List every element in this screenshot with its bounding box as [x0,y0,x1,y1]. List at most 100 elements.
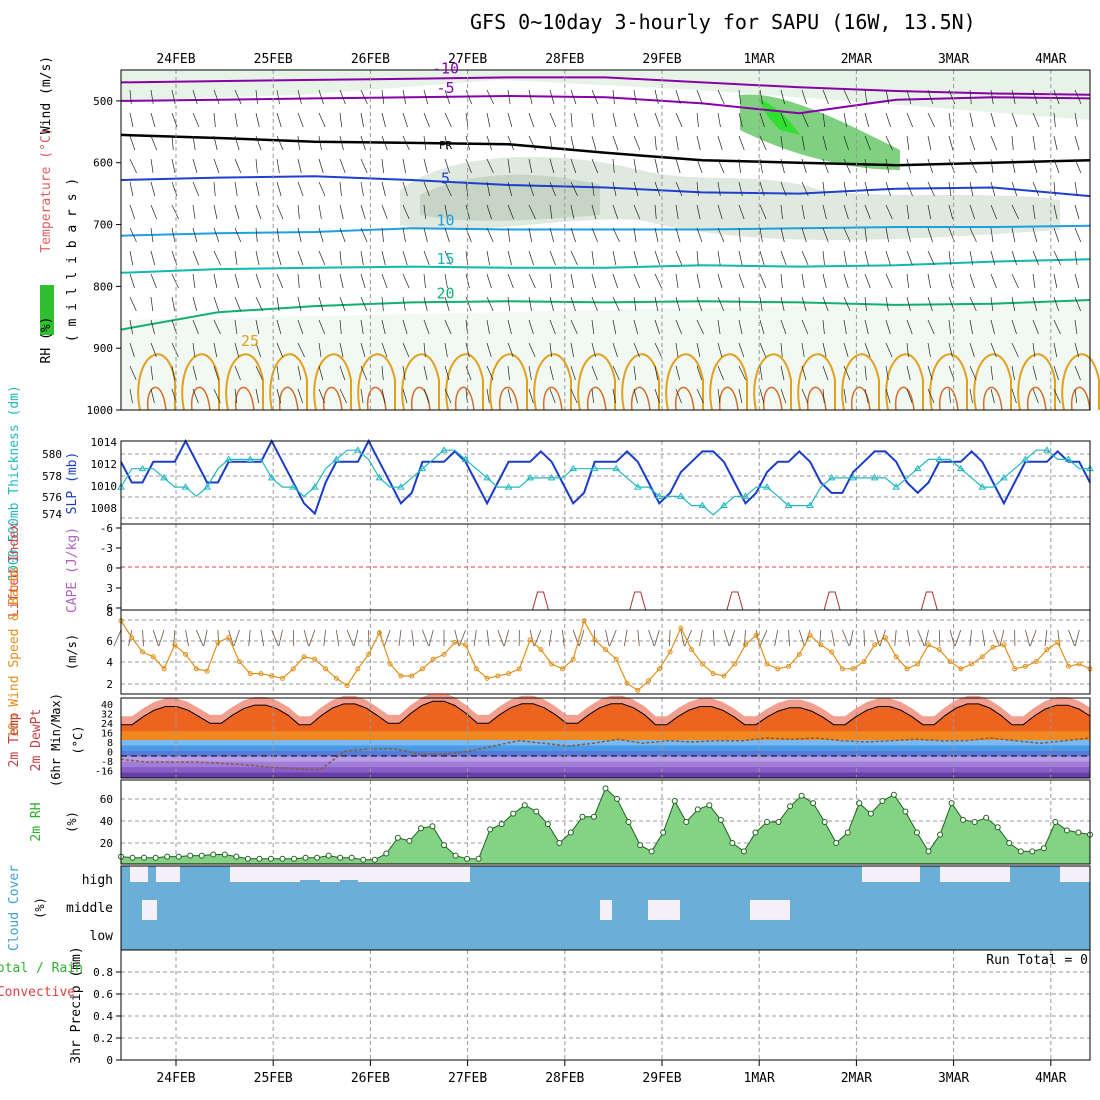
wind10m-point [947,659,953,665]
wind-barb [654,319,661,335]
wind-barb [360,135,366,151]
wind-barb [360,89,368,105]
isotherm-line [120,258,1091,274]
wind10m-point [1055,639,1061,645]
date-label-bottom: 29FEB [642,1071,681,1086]
isotherm-warm-loop [753,353,792,411]
wind-barb [192,365,197,381]
wind-barb [633,227,637,243]
wind-barb [1011,158,1016,174]
wind-barb [948,365,955,381]
thickness-line [120,449,1090,516]
ylabel-rh: RH (%) [39,317,54,364]
wind10m-line [120,619,1091,692]
wind-barb [1032,204,1036,220]
wind-barb [339,227,346,243]
wind10m-barb [969,629,972,647]
wind10m-point [559,666,565,672]
wind-barb [1011,204,1019,220]
ytick-label-wind: 8 [106,606,113,619]
wind-barb [465,181,469,197]
rh2m-point [544,821,551,828]
wind-barb [717,388,721,404]
wind10m-barb [335,629,340,647]
wind-barb [528,296,532,312]
isotherm-warm-loop [665,353,704,411]
wind10m-barb [271,629,279,647]
wind-barb [381,365,384,381]
wind10m-barb [949,629,955,647]
wind-barb [885,158,890,174]
isotherm-warm-loop [401,353,440,411]
wind-barb [633,296,637,312]
rh2m-point [417,825,424,832]
rh2m-point [890,791,897,798]
wind-barb [633,204,641,220]
wind-barb [570,250,578,266]
wind-barb [843,342,849,358]
wind-barb [885,296,889,312]
wind10m-barb [308,629,316,647]
ytick-label-wind: 2 [106,678,113,691]
thickness-marker [741,492,750,499]
wind-barb [129,365,137,381]
wind-barb [129,112,134,128]
wind-barb [507,112,513,128]
wind-barb [1074,273,1080,289]
ylabel-cape: CAPE (J/kg) [65,527,80,613]
wind10m-barb [278,629,283,647]
date-label-top: 26FEB [351,52,390,67]
wind10m-barb [562,629,565,647]
wind-barb [654,181,661,197]
wind-barb [948,181,952,197]
wind-barb [822,158,829,174]
wind-barb [696,365,703,381]
wind10m-barb [712,629,715,647]
wind-barb [234,365,241,381]
thickness-marker [483,473,491,481]
wind-barb [969,204,976,220]
cloud-gap-high [130,866,148,882]
wind-barb [654,135,657,151]
wind-barb [1074,342,1080,358]
cape-spike [629,591,647,611]
wind-barb [318,365,324,381]
wind-barb [654,89,659,105]
ylabel-thickness: 1000~500mb Thickness (dm) [7,385,22,581]
ytick-label-li: 6 [106,602,113,615]
wind-barb [423,273,426,289]
wind-barb [528,227,533,243]
wind-barb [843,135,849,151]
thickness-marker [160,473,168,481]
wind-barb [780,135,784,151]
wind-barb [213,273,218,289]
wind-barb [318,89,324,105]
wind-barb [486,204,492,220]
wind-barb [780,250,787,266]
wind-barb [570,365,576,381]
wind-barb [612,112,617,128]
wind-barb [591,227,598,243]
wind10m-point [656,666,662,672]
wind-barb [276,112,282,128]
wind-barb [318,158,324,174]
wind-barb [906,273,910,289]
wind-barb [528,365,532,381]
wind-barb [1053,250,1061,266]
isotherm-warm-loop [841,353,880,411]
thickness-marker [504,483,513,490]
wind10m-point [1001,642,1007,648]
wind-barb [360,319,364,335]
wind-barb [591,158,599,174]
wind-barb [1011,112,1018,128]
wind-barb [843,388,847,404]
wind10m-point [323,666,329,672]
isotherm-line [120,224,1091,237]
wind-barb [864,250,869,266]
wind-barb [381,227,384,243]
wind-barb [738,388,743,404]
wind-barb [318,181,326,197]
wind10m-barb [422,629,429,647]
wind-barb [465,365,472,381]
thickness-marker [440,446,448,453]
